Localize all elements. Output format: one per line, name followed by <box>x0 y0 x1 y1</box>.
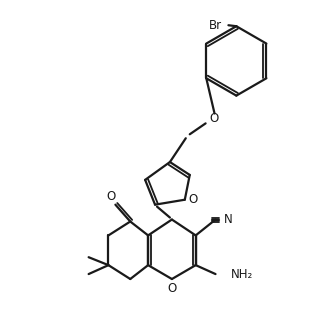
Text: NH₂: NH₂ <box>231 267 253 281</box>
Text: Br: Br <box>209 19 223 32</box>
Text: O: O <box>167 282 176 295</box>
Text: O: O <box>209 112 218 125</box>
Text: N: N <box>224 213 233 226</box>
Text: O: O <box>188 193 197 206</box>
Text: O: O <box>107 190 116 203</box>
